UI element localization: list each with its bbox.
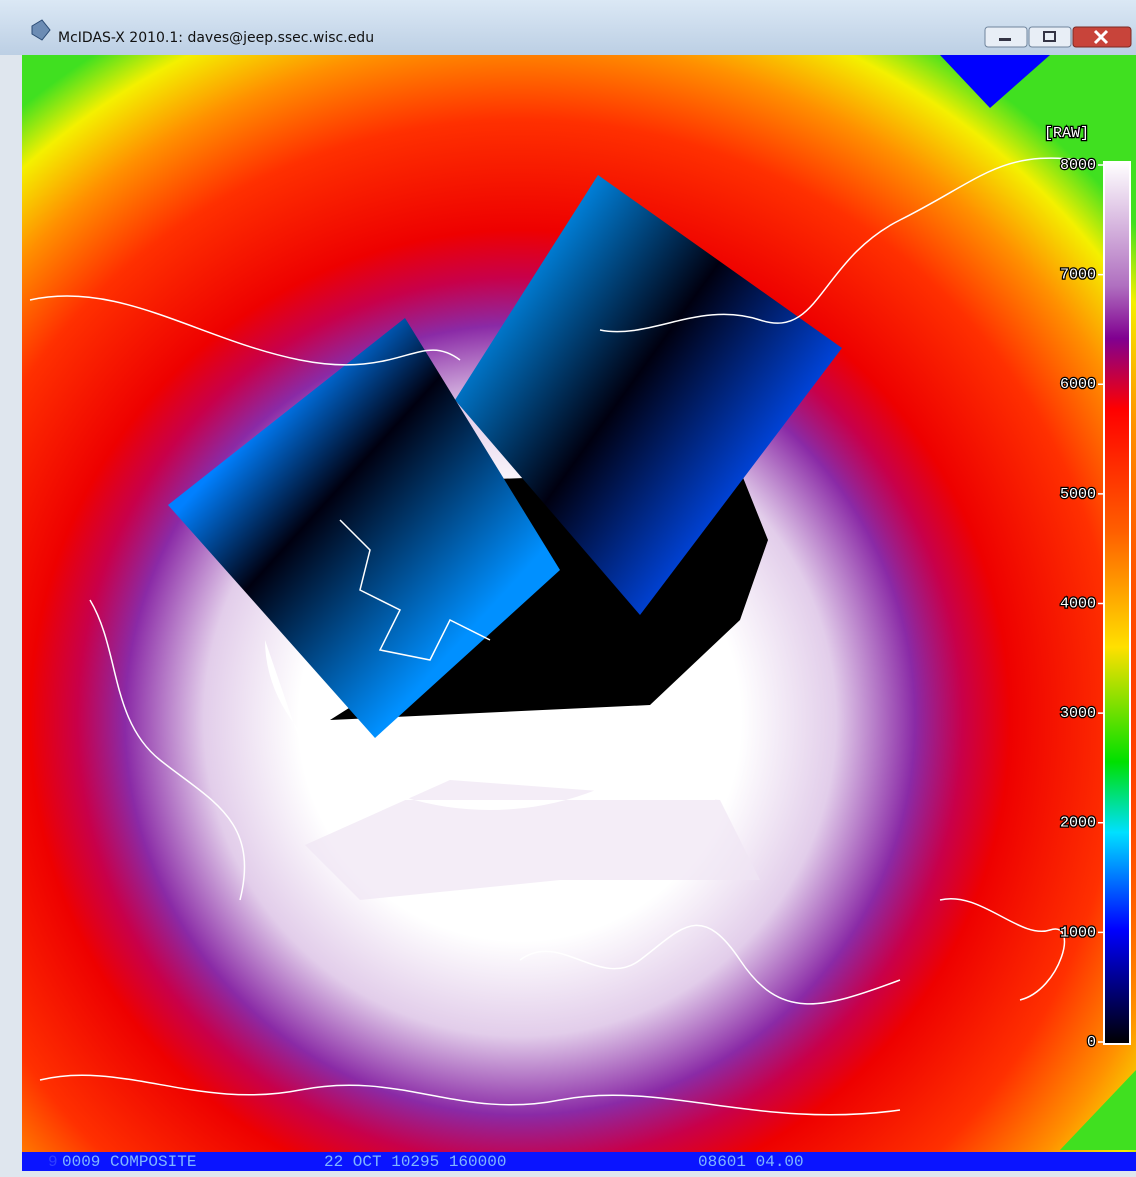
- title-bar: [0, 0, 1136, 55]
- colorbar-label: 5000: [1060, 486, 1096, 503]
- colorbar-unit: [RAW]: [1044, 125, 1089, 142]
- colorbar-label: 7000: [1060, 267, 1096, 284]
- colorbar-label: 1000: [1060, 924, 1096, 941]
- status-field: 22 OCT 10295 160000: [324, 1153, 506, 1171]
- colorbar-label: 3000: [1060, 705, 1096, 722]
- maximize-button[interactable]: [1029, 27, 1071, 47]
- window-title: McIDAS-X 2010.1: daves@jeep.ssec.wisc.ed…: [58, 30, 374, 46]
- colorbar-label: 2000: [1060, 815, 1096, 832]
- colorbar-label: 0: [1087, 1034, 1096, 1051]
- status-field: 0009 COMPOSITE: [62, 1153, 196, 1171]
- colorbar-label: 8000: [1060, 157, 1096, 174]
- image-frame: [RAW] 8000 7000 6000 5000 4000 3000 2000 1000 0: [22, 55, 1136, 1152]
- colorbar-label: 6000: [1060, 376, 1096, 393]
- minimize-button[interactable]: [985, 27, 1027, 47]
- status-frame: 9: [48, 1153, 58, 1171]
- mcidas-window: McIDAS-X 2010.1: daves@jeep.ssec.wisc.ed…: [0, 0, 1136, 1177]
- color-bar: [1104, 162, 1130, 1044]
- status-field: 08601 04.00: [698, 1153, 804, 1171]
- colorbar-label: 4000: [1060, 595, 1096, 612]
- minimize-icon: [999, 38, 1011, 41]
